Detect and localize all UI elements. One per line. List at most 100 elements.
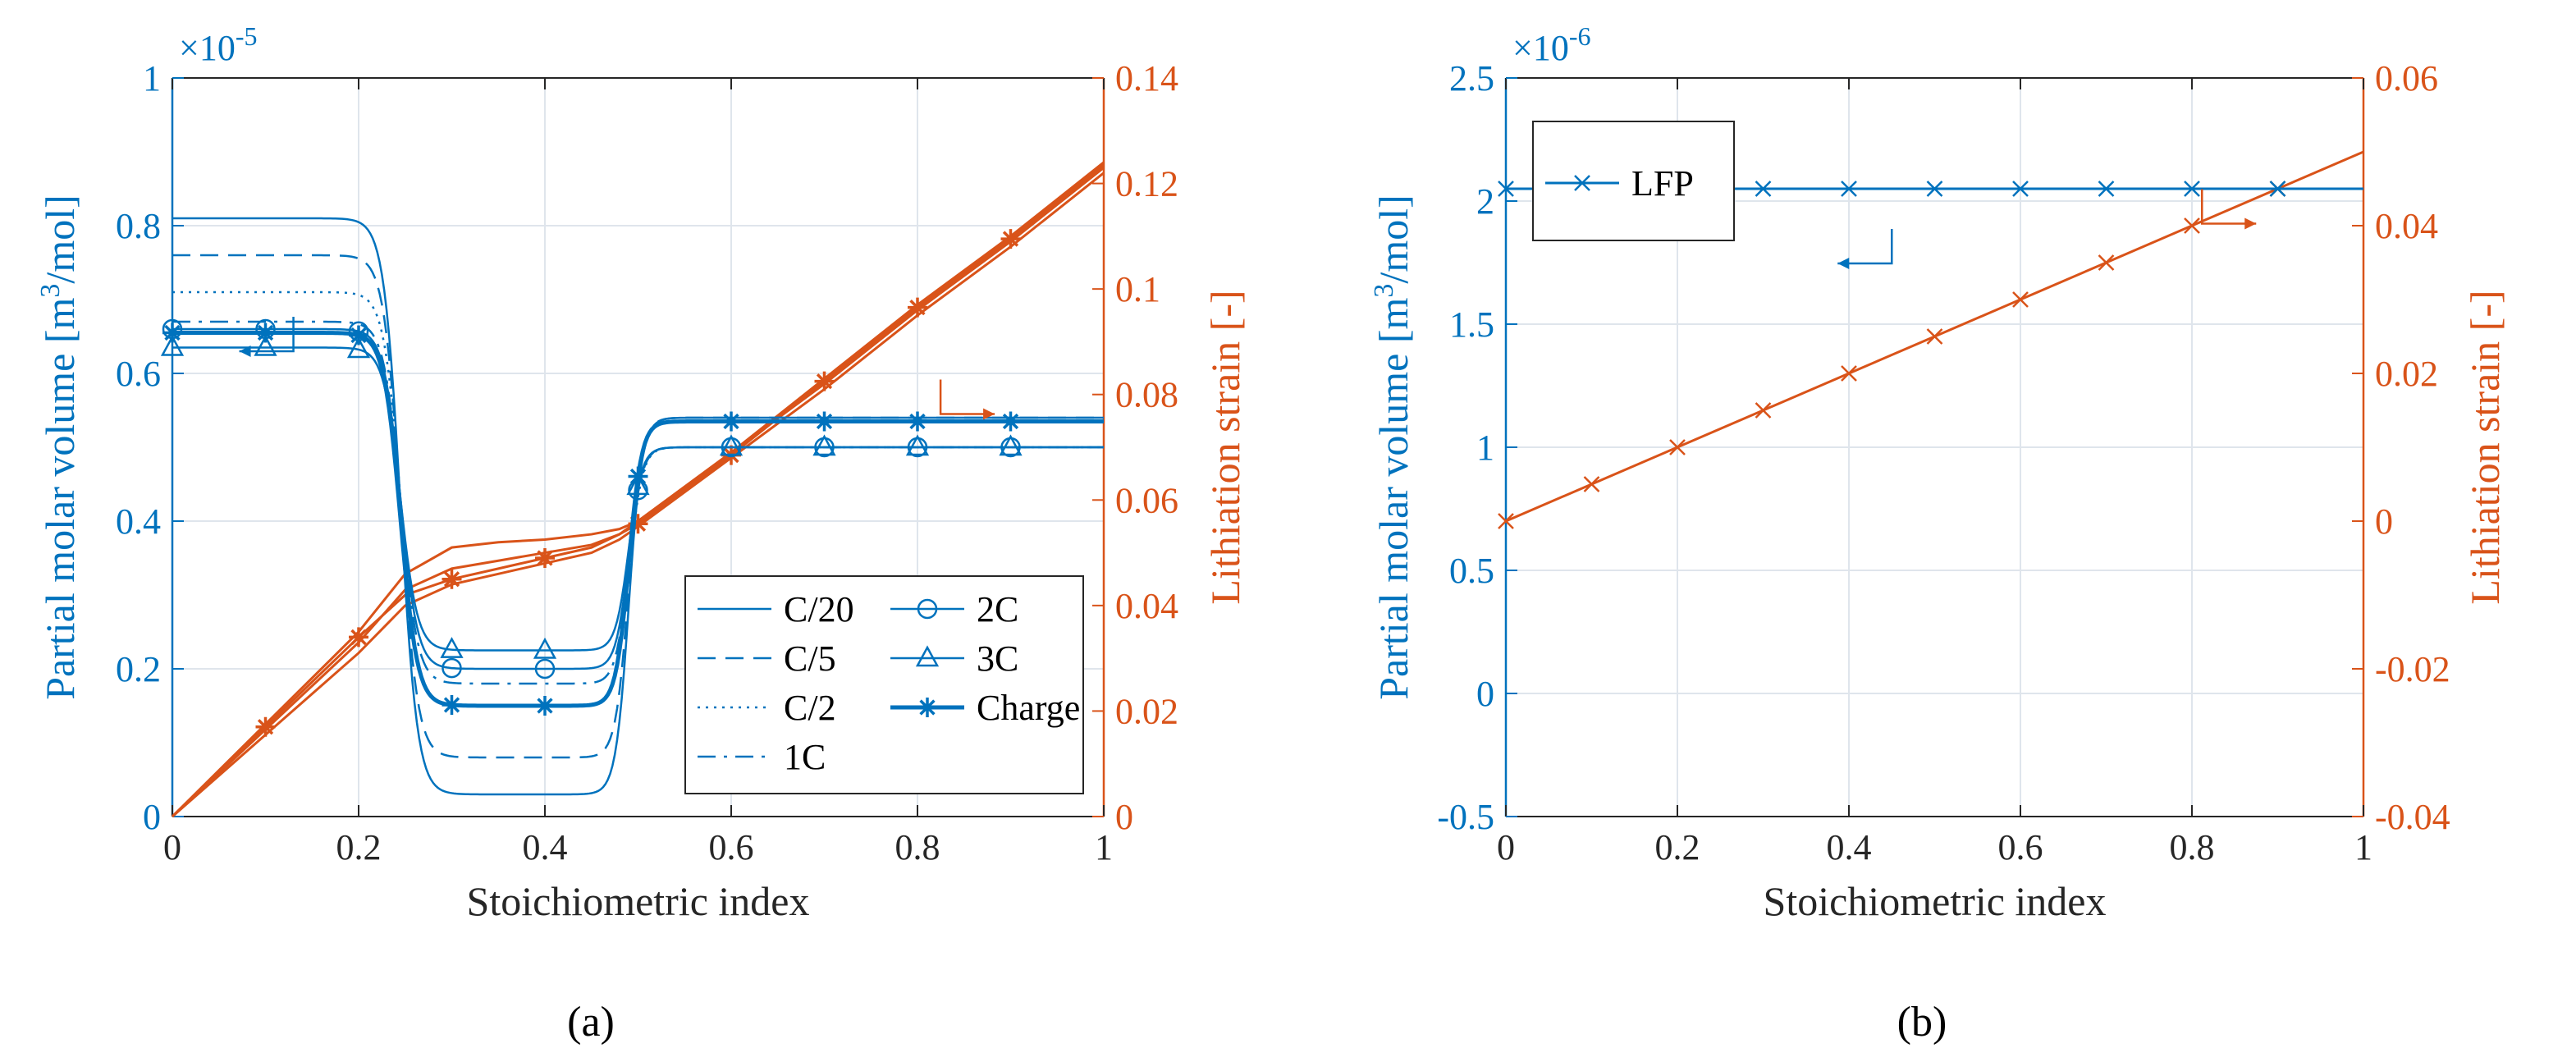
pmv-marker-asterisk <box>721 411 741 432</box>
a-x-tick-label: 0.2 <box>336 827 382 867</box>
b-strain-marker <box>2098 254 2115 271</box>
pmv-marker-circle <box>534 658 556 680</box>
b-y-right-tick-label: 0.02 <box>2375 354 2438 394</box>
b-strain-marker <box>1926 328 1943 345</box>
a-x-tick-label: 1 <box>1095 827 1113 867</box>
pmv-marker-triangle <box>626 474 650 496</box>
pmv-marker-asterisk <box>908 411 927 432</box>
b-strain-marker <box>1755 402 1772 419</box>
strain-marker <box>349 627 368 647</box>
a-y-left-tick-label: 1 <box>143 58 161 98</box>
b-pmv-marker <box>2098 181 2115 197</box>
b-y-right-tick-label: -0.02 <box>2375 649 2450 689</box>
strain-marker <box>1000 229 1021 249</box>
a-legend-label: 3C <box>977 638 1018 679</box>
b-legend-label: LFP <box>1631 163 1694 204</box>
b-strain-marker <box>2184 217 2200 234</box>
b-legend-box <box>1532 121 1735 241</box>
b-y-left-tick-label: 0 <box>1476 674 1494 714</box>
a-x-tick-label: 0.4 <box>523 827 568 867</box>
a-y-right-tick-label: 0.14 <box>1115 58 1178 98</box>
b-y-left-tick-label: 0.5 <box>1449 551 1494 591</box>
b-x-tick-label: 0 <box>1497 827 1515 867</box>
pmv-marker-triangle <box>440 637 464 658</box>
b-y-left-tick-label: 1.5 <box>1449 304 1494 345</box>
a-y-right-tick-label: 0.1 <box>1115 269 1160 309</box>
strain-curve-a <box>171 161 1105 818</box>
a-y-left-tick-label: 0.6 <box>116 354 161 394</box>
b-pmv-marker <box>1841 181 1857 197</box>
a-legend-label: C/2 <box>784 688 836 728</box>
pmv-marker-triangle <box>346 336 371 359</box>
a-left-axis-arrow-line <box>239 317 295 353</box>
a-y-right-tick-label: 0.04 <box>1115 586 1178 626</box>
a-x-tick-label: 0.6 <box>709 827 754 867</box>
strain-curve-a <box>171 167 1105 818</box>
a-right-axis-arrow-head <box>983 408 995 420</box>
b-x-tick-label: 0.6 <box>1998 827 2043 867</box>
pmv-marker-asterisk <box>442 694 462 715</box>
a-y-left-tick-label: 0.2 <box>116 649 161 689</box>
a-legend-label: C/20 <box>784 589 854 629</box>
strain-curve-a <box>172 172 1105 818</box>
strain-marker <box>908 297 927 318</box>
a-x-tick-label: 0.8 <box>895 827 940 867</box>
b-right-axis-arrow-head <box>2244 217 2257 230</box>
b-right-axis-arrow-line <box>2201 189 2257 225</box>
pmv-marker-asterisk <box>814 411 835 432</box>
a-y-right-tick-label: 0 <box>1115 797 1133 837</box>
b-pmv-marker <box>1755 181 1772 197</box>
strain-marker <box>535 548 555 568</box>
panel-b-chart: 0 0.2 0.4 0.6 0.8 1-0.500.511.522.5-0.04-0.02… <box>1369 21 2508 924</box>
a-legend-label: 1C <box>784 737 826 777</box>
b-legend-marker <box>1574 175 1590 191</box>
panel-a-label: (a) <box>567 999 615 1046</box>
strain-marker <box>814 371 835 391</box>
b-y-left-title: Partial molar volume [m3/mol] <box>1369 194 1416 700</box>
pmv-marker-triangle <box>254 334 277 356</box>
a-x-axis-title: Stoichiometric index <box>467 878 810 924</box>
pmv-marker-triangle <box>719 434 744 456</box>
strain-marker <box>442 569 462 589</box>
b-strain-marker <box>1669 439 1686 455</box>
a-y-left-tick-label: 0 <box>143 797 161 837</box>
pmv-marker-triangle <box>533 637 557 659</box>
b-strain-marker <box>1841 365 1857 382</box>
b-y-left-tick-label: 1 <box>1476 428 1494 468</box>
b-y-right-tick-label: 0.06 <box>2375 58 2438 98</box>
pmv-marker-asterisk <box>1000 411 1021 432</box>
b-y-right-tick-label: -0.04 <box>2375 797 2450 837</box>
pmv-marker-asterisk <box>349 325 368 345</box>
b-x-tick-label: 0.8 <box>2170 827 2215 867</box>
b-y-left-tick-label: 2.5 <box>1449 58 1494 98</box>
a-right-axis-arrow-line <box>939 379 995 415</box>
pmv-marker-asterisk <box>535 695 555 716</box>
a-y-right-tick-label: 0.06 <box>1115 480 1178 520</box>
b-x-tick-label: 0.4 <box>1827 827 1872 867</box>
pmv-marker-triangle <box>160 334 185 356</box>
b-y-left-tick-label: 2 <box>1476 181 1494 222</box>
b-strain-marker <box>1583 476 1600 492</box>
b-y-right-title: Lithiation strain [-] <box>2462 290 2508 604</box>
b-pmv-marker <box>2184 181 2200 197</box>
pmv-marker-triangle <box>999 434 1023 456</box>
strain-marker <box>628 514 648 534</box>
a-legend-label: 2C <box>977 589 1018 629</box>
a-legend-label: C/5 <box>784 638 836 679</box>
panel-b-label: (b) <box>1897 999 1947 1046</box>
pmv-marker-triangle <box>812 434 836 456</box>
pmv-marker-asterisk <box>255 323 276 343</box>
strain-marker <box>255 716 276 737</box>
b-y-right-tick-label: 0 <box>2375 501 2393 542</box>
a-left-axis-arrow-head <box>239 345 251 357</box>
b-pmv-marker <box>1926 181 1943 197</box>
b-left-axis-arrow-line <box>1837 229 1893 265</box>
b-left-exponent: ×10-6 <box>1512 21 1590 68</box>
a-legend-marker <box>915 645 940 667</box>
a-y-right-tick-label: 0.12 <box>1115 164 1178 204</box>
a-y-right-tick-label: 0.02 <box>1115 691 1178 731</box>
b-y-right-tick-label: 0.04 <box>2375 206 2438 246</box>
strain-curve-a <box>171 163 1105 818</box>
a-y-left-tick-label: 0.4 <box>116 501 161 542</box>
